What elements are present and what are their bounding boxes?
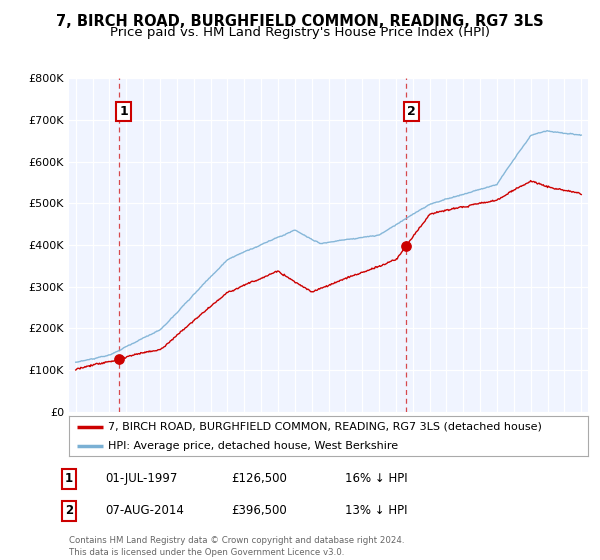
Text: 13% ↓ HPI: 13% ↓ HPI <box>345 504 407 517</box>
Text: 7, BIRCH ROAD, BURGHFIELD COMMON, READING, RG7 3LS: 7, BIRCH ROAD, BURGHFIELD COMMON, READIN… <box>56 14 544 29</box>
Text: 2: 2 <box>65 504 73 517</box>
Text: 7, BIRCH ROAD, BURGHFIELD COMMON, READING, RG7 3LS (detached house): 7, BIRCH ROAD, BURGHFIELD COMMON, READIN… <box>108 422 542 432</box>
Point <box>401 242 411 251</box>
Text: Price paid vs. HM Land Registry's House Price Index (HPI): Price paid vs. HM Land Registry's House … <box>110 26 490 39</box>
Text: 01-JUL-1997: 01-JUL-1997 <box>105 472 178 486</box>
Text: 1: 1 <box>65 472 73 486</box>
Text: 2: 2 <box>407 105 415 118</box>
Text: Contains HM Land Registry data © Crown copyright and database right 2024.
This d: Contains HM Land Registry data © Crown c… <box>69 536 404 557</box>
Text: 07-AUG-2014: 07-AUG-2014 <box>105 504 184 517</box>
Text: 16% ↓ HPI: 16% ↓ HPI <box>345 472 407 486</box>
Text: £126,500: £126,500 <box>231 472 287 486</box>
Text: £396,500: £396,500 <box>231 504 287 517</box>
Text: 1: 1 <box>119 105 128 118</box>
Text: HPI: Average price, detached house, West Berkshire: HPI: Average price, detached house, West… <box>108 441 398 450</box>
Point <box>114 354 124 363</box>
